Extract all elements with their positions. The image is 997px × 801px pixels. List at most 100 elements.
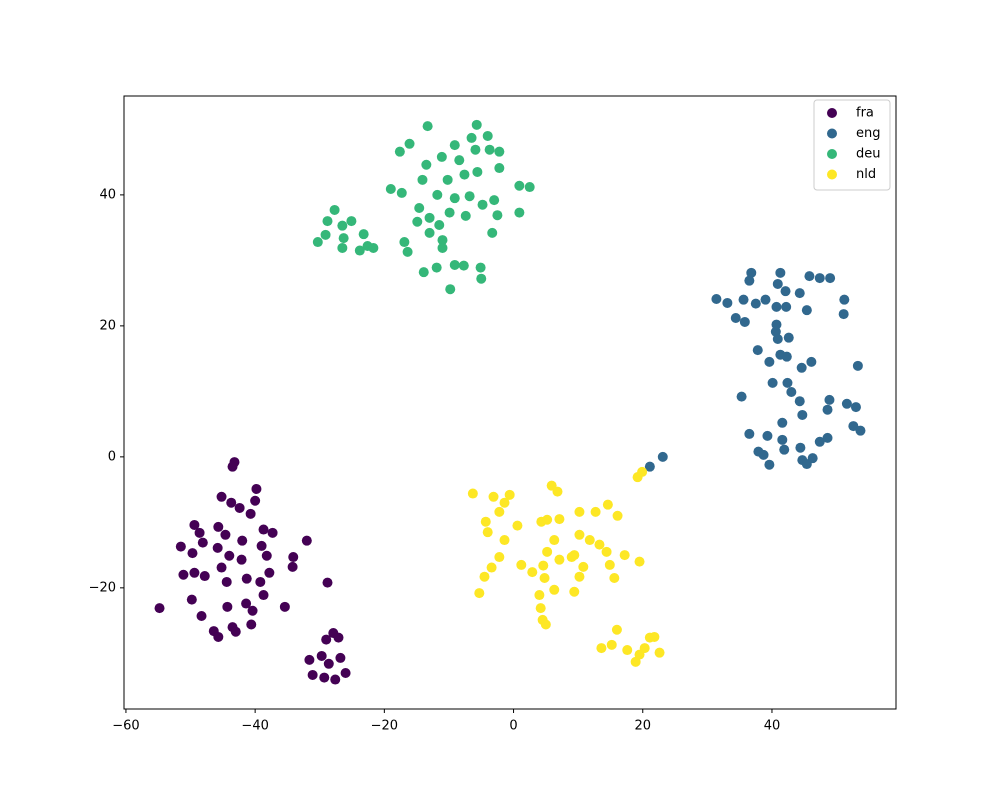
point bbox=[220, 529, 231, 540]
point bbox=[574, 529, 585, 540]
point bbox=[385, 183, 396, 194]
x-tick-label: 0 bbox=[509, 719, 517, 734]
point bbox=[418, 267, 429, 278]
point bbox=[417, 174, 428, 185]
point bbox=[312, 237, 323, 248]
point bbox=[474, 588, 485, 599]
point bbox=[542, 546, 553, 557]
point bbox=[594, 539, 605, 550]
point bbox=[264, 567, 275, 578]
point bbox=[554, 514, 565, 525]
legend-label: nld bbox=[856, 167, 876, 182]
point bbox=[783, 332, 794, 343]
point bbox=[224, 550, 235, 561]
point bbox=[307, 669, 318, 680]
point bbox=[606, 639, 617, 650]
point bbox=[574, 506, 585, 517]
legend-label: fra bbox=[856, 106, 874, 121]
point bbox=[476, 273, 487, 284]
legend-marker bbox=[827, 169, 837, 180]
point bbox=[467, 488, 478, 499]
point bbox=[492, 210, 503, 221]
x-tick-label: −60 bbox=[112, 719, 139, 734]
point bbox=[801, 305, 812, 316]
point bbox=[746, 267, 757, 278]
point bbox=[622, 645, 633, 656]
point bbox=[212, 542, 223, 553]
point bbox=[574, 571, 585, 582]
point bbox=[494, 506, 505, 517]
point bbox=[752, 345, 763, 356]
point bbox=[431, 262, 442, 273]
point bbox=[414, 202, 425, 213]
point bbox=[839, 294, 850, 305]
point bbox=[471, 119, 482, 130]
point bbox=[777, 417, 788, 428]
point bbox=[825, 273, 836, 284]
point bbox=[358, 229, 369, 240]
point bbox=[534, 590, 545, 601]
point bbox=[738, 294, 749, 305]
point bbox=[330, 674, 341, 685]
point bbox=[279, 601, 290, 612]
point bbox=[444, 207, 455, 218]
point bbox=[464, 191, 475, 202]
point bbox=[779, 444, 790, 455]
point bbox=[601, 546, 612, 557]
point bbox=[479, 571, 490, 582]
point bbox=[472, 166, 483, 177]
point bbox=[251, 483, 262, 494]
point bbox=[786, 387, 797, 398]
point bbox=[852, 360, 863, 371]
point bbox=[396, 187, 407, 198]
point bbox=[569, 586, 580, 597]
point bbox=[750, 298, 761, 309]
legend-marker bbox=[827, 128, 837, 139]
point bbox=[437, 235, 448, 246]
point bbox=[222, 601, 233, 612]
point bbox=[504, 489, 515, 500]
point bbox=[855, 425, 866, 436]
point bbox=[316, 650, 327, 661]
point bbox=[322, 216, 333, 227]
point bbox=[287, 561, 298, 572]
point bbox=[488, 491, 499, 502]
point bbox=[524, 182, 535, 193]
point bbox=[329, 204, 340, 215]
point bbox=[230, 626, 241, 637]
point bbox=[256, 540, 267, 551]
point bbox=[424, 227, 435, 238]
y-tick-label: 40 bbox=[99, 187, 116, 202]
point bbox=[236, 554, 247, 565]
point bbox=[549, 535, 560, 546]
point bbox=[527, 567, 538, 578]
point bbox=[434, 220, 445, 231]
point bbox=[794, 288, 805, 299]
point bbox=[584, 535, 595, 546]
point bbox=[346, 216, 357, 227]
point bbox=[213, 521, 224, 532]
point bbox=[246, 619, 257, 630]
point bbox=[424, 212, 435, 223]
point bbox=[807, 453, 818, 464]
point bbox=[421, 159, 432, 170]
point bbox=[494, 163, 505, 174]
point bbox=[814, 436, 825, 447]
point bbox=[771, 301, 782, 312]
point bbox=[227, 461, 238, 472]
point bbox=[848, 421, 859, 432]
point bbox=[449, 193, 460, 204]
point bbox=[730, 313, 741, 324]
point bbox=[394, 146, 405, 157]
point bbox=[552, 486, 563, 497]
point bbox=[304, 654, 315, 665]
point bbox=[760, 294, 771, 305]
legend-marker bbox=[827, 108, 837, 118]
point bbox=[482, 130, 493, 141]
point bbox=[744, 275, 755, 286]
point bbox=[602, 499, 613, 510]
point bbox=[337, 220, 348, 231]
point bbox=[267, 527, 278, 538]
x-tick-label: −40 bbox=[241, 719, 268, 734]
